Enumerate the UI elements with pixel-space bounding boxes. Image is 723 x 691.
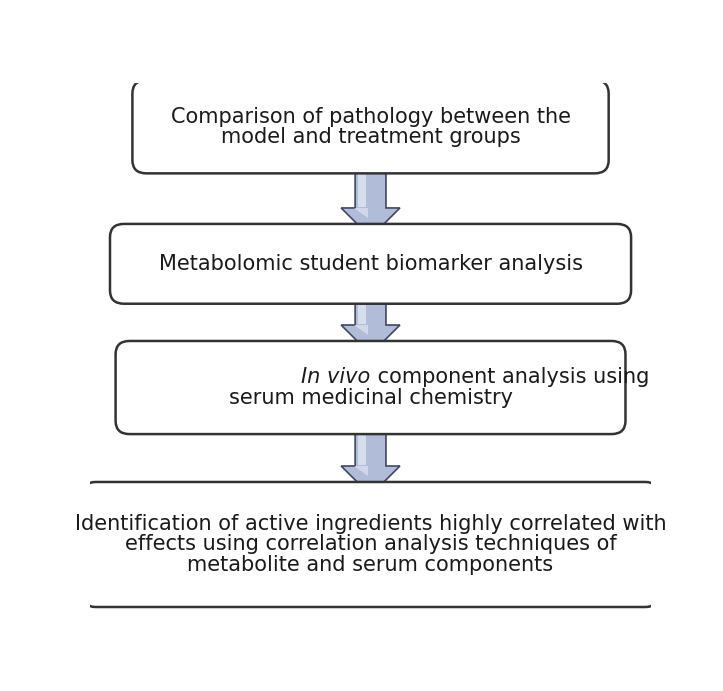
FancyBboxPatch shape: [110, 224, 631, 304]
Text: model and treatment groups: model and treatment groups: [221, 127, 521, 147]
FancyBboxPatch shape: [132, 80, 609, 173]
Text: serum medicinal chemistry: serum medicinal chemistry: [228, 388, 513, 408]
Polygon shape: [341, 421, 400, 495]
Text: Identification of active ingredients highly correlated with: Identification of active ingredients hig…: [74, 514, 667, 534]
Polygon shape: [341, 160, 400, 237]
FancyBboxPatch shape: [116, 341, 625, 434]
Polygon shape: [354, 325, 368, 335]
FancyBboxPatch shape: [82, 482, 659, 607]
Text: Comparison of pathology between the: Comparison of pathology between the: [171, 106, 570, 126]
Text: effects using correlation analysis techniques of: effects using correlation analysis techn…: [124, 535, 617, 554]
Polygon shape: [354, 208, 368, 218]
Text: component analysis using: component analysis using: [371, 368, 649, 388]
Text: Metabolomic student biomarker analysis: Metabolomic student biomarker analysis: [158, 254, 583, 274]
Polygon shape: [358, 161, 366, 207]
Polygon shape: [358, 422, 366, 465]
Polygon shape: [358, 292, 366, 324]
Polygon shape: [354, 466, 368, 476]
Text: metabolite and serum components: metabolite and serum components: [187, 555, 554, 575]
Polygon shape: [341, 290, 400, 354]
Text: In vivo: In vivo: [301, 368, 371, 388]
